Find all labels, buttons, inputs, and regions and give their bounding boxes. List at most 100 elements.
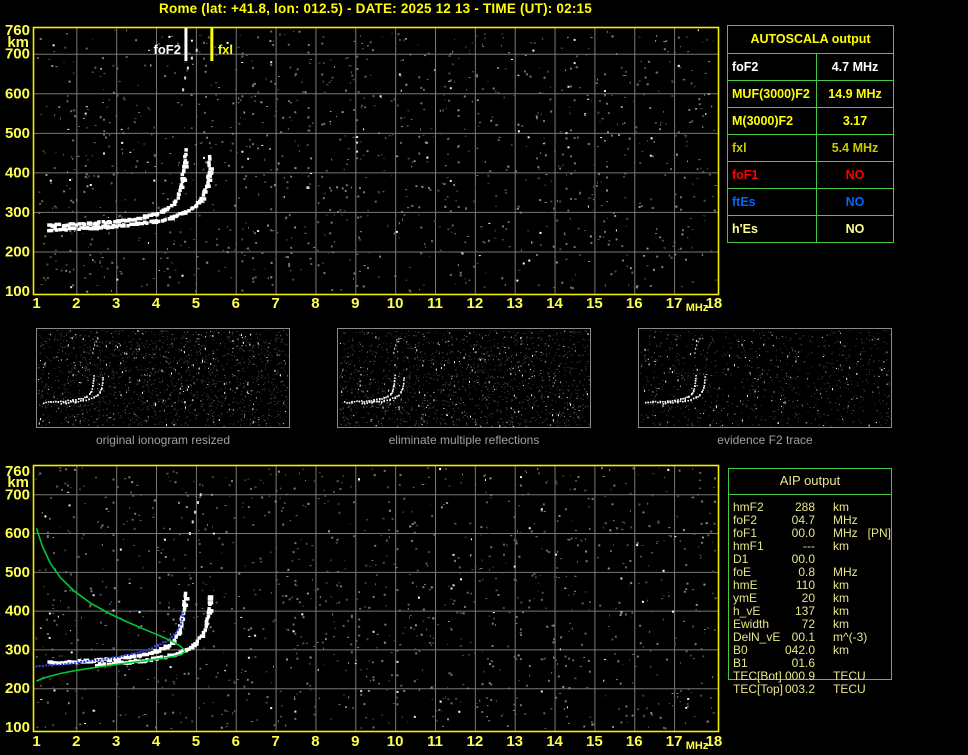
aip-row-value: 20 — [801, 591, 815, 605]
aip-row-unit: km — [833, 643, 849, 657]
aip-row-value: 00.0 — [791, 526, 815, 540]
aip-row-value: 00.0 — [791, 552, 815, 566]
svg-text:17: 17 — [666, 295, 683, 312]
aip-row-label: B1 — [733, 656, 748, 670]
series-f2-trace-o-mode — [47, 591, 190, 665]
autoscala-row-value: 4.7 MHz — [831, 60, 879, 74]
autoscala-table-rows: foF2 4.7 MHz MUF(3000)F2 14.9 MHz M(3000)F2 3… — [728, 54, 893, 242]
aip-row-value: 00.1 — [791, 630, 815, 644]
series-low-band — [47, 224, 118, 233]
aip-row-label: D1 — [733, 552, 749, 566]
svg-text:13: 13 — [506, 295, 523, 312]
svg-text:300: 300 — [5, 204, 30, 221]
svg-text:500: 500 — [5, 125, 30, 142]
aip-row-label: Ewidth — [733, 617, 770, 631]
aip-row-label: foE — [733, 565, 752, 579]
aip-row-label: TEC[Bot] — [733, 669, 782, 683]
caption-eliminate-reflections: eliminate multiple reflections — [388, 433, 540, 447]
thumbnail-content — [638, 328, 892, 428]
svg-text:2: 2 — [72, 295, 80, 312]
aip-row-value: 288 — [794, 500, 815, 514]
autoscala-row-label: foF2 — [728, 54, 817, 80]
svg-text:MHz: MHz — [686, 302, 709, 314]
aip-row-unit: m^(-3) — [833, 630, 868, 644]
aip-row-label: h_vE — [733, 604, 761, 618]
aip-row-deln-ve: DelN_vE 00.1 m^(-3) — [729, 631, 899, 644]
svg-text:4: 4 — [152, 295, 161, 312]
aip-row-unit: TECU — [833, 669, 866, 683]
aip-row-label: hmF1 — [733, 539, 764, 553]
autoscala-row-fof2: foF2 4.7 MHz — [728, 54, 893, 81]
aip-row-d1: D1 00.0 — [729, 553, 899, 566]
aip-row-foe: foE 0.8 MHz — [729, 566, 899, 579]
autoscala-row-m-3000-f2: M(3000)F2 3.17 — [728, 108, 893, 135]
aip-row-unit: km — [833, 604, 849, 618]
aip-row-yme: ymE 20 km — [729, 592, 899, 605]
aip-row-b1: B1 01.6 — [729, 657, 899, 670]
aip-row-unit: km — [833, 591, 849, 605]
autoscala-table-header: AUTOSCALA output — [728, 26, 893, 54]
series-electron-density-profile — [35, 528, 186, 682]
svg-text:100: 100 — [5, 283, 30, 300]
svg-text:fxl: fxl — [218, 42, 233, 57]
svg-text:6: 6 — [232, 295, 240, 312]
svg-text:7: 7 — [271, 295, 279, 312]
aip-row-label: DelN_vE — [733, 630, 781, 644]
series-spread-echoes — [182, 48, 198, 92]
aip-row-value: 0.8 — [798, 565, 815, 579]
autoscala-row-label: h'Es — [728, 216, 817, 242]
svg-text:10: 10 — [387, 295, 404, 312]
aip-row-value: 01.6 — [791, 656, 815, 670]
page-title: Rome (lat: +41.8, lon: 012.5) - DATE: 20… — [159, 1, 592, 16]
autoscala-row-value: NO — [845, 222, 865, 236]
profile-ionogram-plot: 1 2 3 4 5 6 7 8 9 10 11 12 13 14 15 16 17 18MHz7607006005… — [5, 463, 722, 752]
aip-row-b0: B0 042.0 km — [729, 644, 899, 657]
aip-row-unit: km — [833, 539, 849, 553]
aip-row-value: 000.9 — [784, 669, 815, 683]
series-f2-trace-x-mode — [95, 595, 214, 668]
aip-row-unit: MHz — [833, 565, 858, 579]
autoscala-table: AUTOSCALA output foF2 4.7 MHz MUF(3000)F2 1… — [727, 25, 894, 243]
svg-text:200: 200 — [5, 243, 30, 260]
aip-row-value: --- — [803, 539, 815, 553]
aip-row-value: 04.7 — [791, 513, 815, 527]
caption-evidence-f2-trace: evidence F2 trace — [717, 433, 813, 447]
thumbnail-eliminate-reflections — [337, 328, 591, 428]
aip-row-h-ve: h_vE 137 km — [729, 605, 899, 618]
aip-row-tec-top-: TEC[Top] 003.2 TECU — [729, 683, 899, 696]
autoscala-row-label: ftEs — [728, 189, 817, 215]
aip-row-fof2: foF2 04.7 MHz — [729, 514, 899, 527]
aip-table-rows: hmF2 288 km foF2 04.7 MHz foF1 00.0 MHz [PN] hmF1 -… — [729, 501, 899, 696]
svg-text:1: 1 — [32, 295, 40, 312]
thumbnail-evidence-f2-trace — [638, 328, 892, 428]
aip-header-divider — [729, 494, 891, 495]
svg-text:15: 15 — [586, 295, 603, 312]
aip-row-value: 042.0 — [784, 643, 815, 657]
aip-row-hme: hmE 110 km — [729, 579, 899, 592]
autoscala-row-fof1: foF1 NO — [728, 162, 893, 189]
aip-row-label: foF2 — [733, 513, 758, 527]
thumbnail-content — [36, 328, 290, 428]
aip-row-label: hmE — [733, 578, 758, 592]
svg-text:760: 760 — [5, 22, 30, 39]
aip-row-unit: MHz — [833, 526, 858, 540]
aip-row-label: ymE — [733, 591, 757, 605]
aip-row-value: 72 — [801, 617, 815, 631]
caption-original-ionogram: original ionogram resized — [95, 433, 231, 447]
svg-text:600: 600 — [5, 85, 30, 102]
svg-text:9: 9 — [351, 295, 359, 312]
aip-row-label: foF1 — [733, 526, 758, 540]
series-f2-trace-o-mode — [47, 148, 189, 228]
profile-ionogram-content — [32, 464, 720, 733]
svg-text:11: 11 — [427, 295, 443, 312]
autoscala-row-label: fxl — [728, 135, 817, 161]
autoscala-row-muf-3000-f2: MUF(3000)F2 14.9 MHz — [728, 81, 893, 108]
aip-row-tec-bot-: TEC[Bot] 000.9 TECU — [729, 670, 899, 683]
aip-row-fof1: foF1 00.0 MHz [PN] — [729, 527, 899, 540]
autoscala-row-label: MUF(3000)F2 — [728, 81, 817, 107]
aip-row-unit: km — [833, 578, 849, 592]
marker-foF2: foF2 — [153, 28, 188, 61]
aip-row-hmf1: hmF1 --- km — [729, 540, 899, 553]
aip-row-unit: km — [833, 617, 849, 631]
